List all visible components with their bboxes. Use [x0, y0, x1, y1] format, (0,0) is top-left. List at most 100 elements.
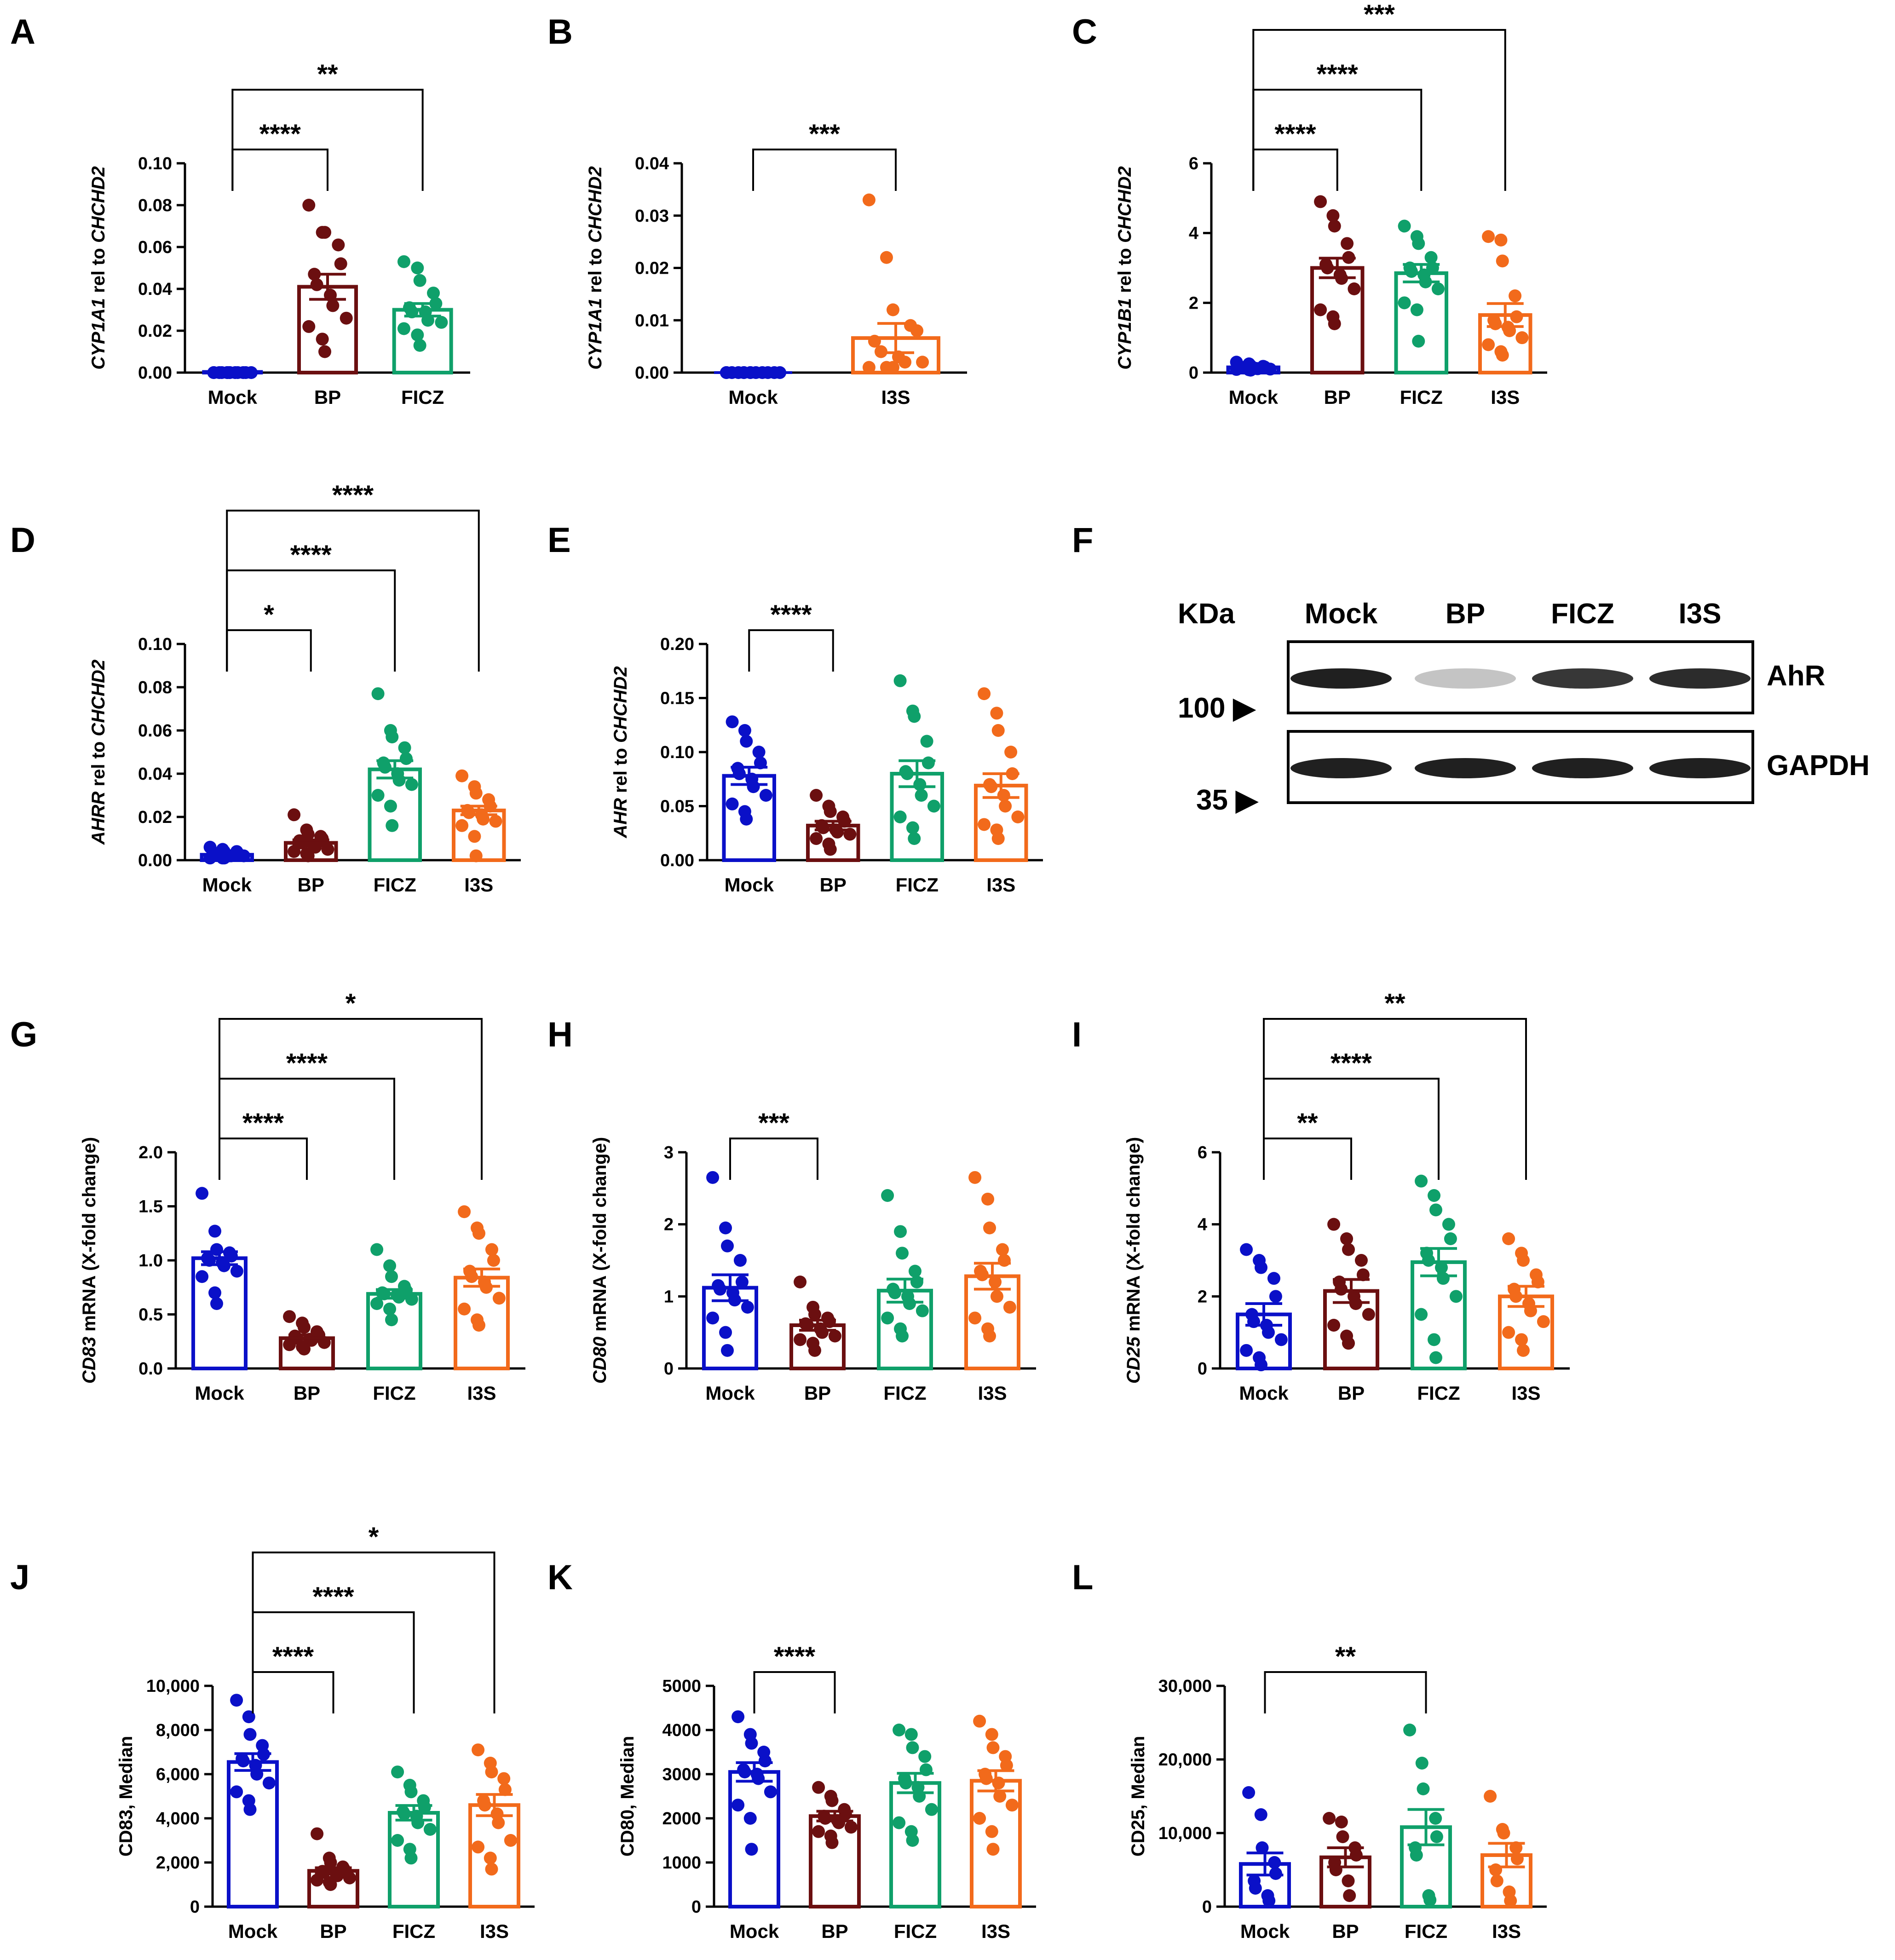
significance-label-i: ** [1384, 989, 1405, 1018]
significance-label-g: **** [286, 1048, 328, 1078]
data-point-a-bp [302, 199, 316, 212]
data-point-b-i3s [887, 361, 899, 374]
data-point-i-ficz [1415, 1174, 1428, 1188]
data-point-k-bp [825, 1794, 839, 1807]
data-point-j-bp [311, 1874, 324, 1887]
data-point-i-ficz [1415, 1308, 1428, 1321]
data-point-d-i3s [489, 815, 502, 828]
data-point-l-mock [1249, 1882, 1262, 1895]
data-point-d-ficz [386, 730, 399, 744]
y-tick-label-a: 0.10 [138, 154, 172, 173]
data-point-h-ficz [916, 1304, 929, 1317]
data-point-b-i3s [899, 356, 912, 369]
data-point-h-mock [719, 1221, 732, 1235]
significance-bracket-b [752, 149, 897, 191]
data-point-k-bp [812, 1825, 825, 1838]
y-tick-label-l: 10,000 [1158, 1824, 1212, 1843]
panel-letter-a: A [10, 12, 35, 52]
x-category-label-j: Mock [228, 1920, 278, 1942]
significance-label-c: **** [1274, 119, 1316, 149]
data-point-j-ficz [418, 1801, 431, 1814]
data-point-g-bp [298, 1342, 311, 1356]
data-point-c-ficz [1424, 251, 1438, 264]
y-axis-label-e: AHR rel to CHCHD2 [611, 666, 631, 838]
data-point-g-bp [283, 1310, 296, 1323]
y-axis-label-l: CD25, Median [1128, 1736, 1148, 1857]
data-point-g-ficz [383, 1302, 397, 1316]
significance-label-l: ** [1335, 1642, 1356, 1672]
significance-label-i: **** [1331, 1048, 1372, 1078]
data-point-j-ficz [391, 1834, 404, 1847]
data-point-g-ficz [385, 1313, 398, 1327]
y-tick-label-h: 2 [664, 1215, 674, 1235]
blot-lane-i3s: I3S [1678, 598, 1721, 630]
data-point-l-mock [1242, 1786, 1256, 1799]
y-axis-label-c: CYP1B1 rel to CHCHD2 [1115, 166, 1135, 369]
data-point-j-i3s [472, 1743, 485, 1757]
data-point-k-ficz [906, 1834, 919, 1847]
data-point-g-mock [196, 1270, 209, 1283]
data-point-j-ficz [423, 1823, 437, 1836]
data-point-a-ficz [411, 261, 424, 275]
data-point-h-i3s [976, 1268, 989, 1282]
y-tick-label-k: 4000 [662, 1721, 701, 1740]
data-point-d-i3s [455, 819, 469, 832]
y-tick-label-e: 0.20 [660, 635, 694, 654]
y-tick-label-b: 0.04 [635, 154, 669, 173]
blot-band-gapdh-bp [1415, 758, 1516, 778]
data-point-h-i3s [983, 1221, 996, 1235]
y-tick-label-e: 0.10 [660, 743, 694, 762]
data-point-h-i3s [996, 1243, 1009, 1256]
data-point-i-i3s [1502, 1326, 1515, 1339]
significance-bracket-l [1264, 1671, 1427, 1713]
data-point-l-bp [1329, 1863, 1342, 1876]
data-point-j-i3s [498, 1783, 512, 1796]
x-category-label-e: I3S [986, 874, 1015, 896]
y-axis-label-j: CD83, Median [116, 1736, 136, 1857]
data-point-k-mock [732, 1799, 745, 1812]
significance-label-i: ** [1297, 1108, 1318, 1138]
data-point-h-ficz [908, 1265, 922, 1278]
blot-lane-ficz: FICZ [1551, 598, 1614, 630]
data-point-h-mock [714, 1282, 727, 1296]
data-point-i-bp [1340, 1232, 1354, 1245]
data-point-k-ficz [925, 1803, 938, 1816]
data-point-g-ficz [383, 1259, 397, 1272]
data-point-j-mock [243, 1728, 257, 1741]
significance-bracket-a [231, 89, 424, 191]
data-point-j-i3s [485, 1765, 498, 1779]
data-point-e-i3s [997, 789, 1010, 802]
y-tick-label-g: 0.5 [138, 1305, 163, 1325]
data-point-g-i3s [492, 1292, 506, 1305]
blot-lane-bp: BP [1446, 598, 1485, 630]
data-point-e-bp [810, 789, 823, 802]
data-point-c-i3s [1515, 331, 1529, 345]
panel-letter-f: F [1072, 521, 1093, 560]
data-point-e-ficz [915, 789, 928, 802]
y-tick-label-d: 0.02 [138, 808, 172, 827]
significance-label-j: **** [312, 1582, 354, 1612]
data-point-h-mock [721, 1239, 734, 1253]
x-category-label-b: Mock [728, 386, 778, 408]
data-point-h-i3s [968, 1171, 982, 1184]
data-point-k-bp [812, 1781, 825, 1794]
y-tick-label-g: 2.0 [138, 1143, 163, 1162]
significance-bracket-a [231, 149, 328, 191]
data-point-i-bp [1362, 1308, 1375, 1321]
significance-label-e: **** [770, 600, 812, 630]
y-tick-label-h: 0 [664, 1359, 674, 1379]
data-point-k-mock [758, 1754, 772, 1768]
data-point-a-bp [326, 299, 340, 312]
data-point-j-i3s [484, 1851, 497, 1865]
data-point-i-ficz [1428, 1189, 1441, 1202]
y-tick-label-j: 8,000 [156, 1721, 200, 1740]
y-tick-label-e: 0.15 [660, 689, 694, 708]
y-tick-label-c: 4 [1189, 224, 1198, 243]
significance-bracket-g [219, 1138, 308, 1180]
data-point-i-ficz [1429, 1351, 1442, 1364]
data-point-i-mock [1267, 1272, 1280, 1285]
data-point-a-ficz [411, 328, 424, 342]
data-point-l-mock [1256, 1841, 1269, 1854]
x-category-label-k: I3S [981, 1920, 1010, 1942]
chart-panel-j: J 0 2,000 4,000 6,000 8,000 10,000 CD83, Median… [10, 1522, 535, 1942]
